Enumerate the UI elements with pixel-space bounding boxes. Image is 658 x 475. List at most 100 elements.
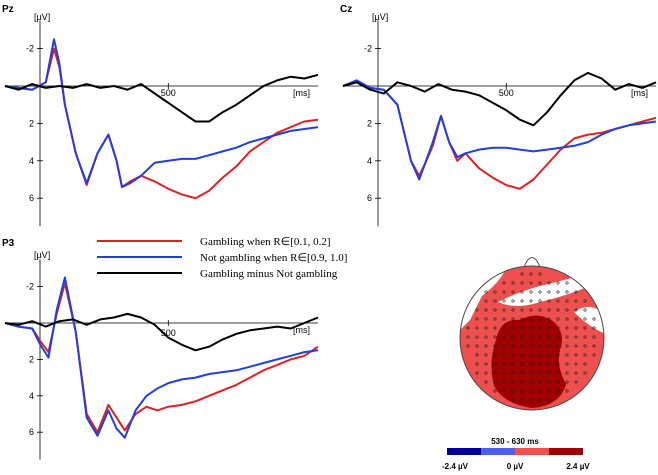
electrode-dot [484,335,488,339]
electrode-dot [565,362,569,366]
electrode-dot [493,299,497,303]
electrode-dot [547,353,551,357]
electrode-dot [556,371,560,375]
x-tick-label-pz: 500 [161,88,176,98]
electrode-dot [574,380,578,384]
electrode-dot [565,326,569,330]
electrode-dot [511,299,515,303]
y-tick-label-cz: 2 [367,118,372,128]
electrode-dot [592,353,596,357]
electrode-dot [529,371,533,375]
electrode-dot [520,290,524,294]
electrode-dot [574,371,578,375]
electrode-dot [538,290,542,294]
electrode-dot [511,398,515,402]
electrode-dot [574,326,578,330]
x-unit-pz: [ms] [293,88,310,98]
electrode-dot [511,335,515,339]
electrode-dot [484,326,488,330]
electrode-grid [466,272,596,402]
electrode-dot [484,290,488,294]
electrode-dot [475,344,479,348]
electrode-dot [538,389,542,393]
electrode-dot [493,308,497,312]
electrode-dot [574,299,578,303]
electrode-dot [565,299,569,303]
electrode-dot [529,290,533,294]
electrode-dot [529,308,533,312]
electrode-dot [583,317,587,321]
electrode-dot [547,281,551,285]
y-tick-label-cz: -2 [364,44,372,54]
colorbar-min-label: -2.4 µV [442,462,469,471]
electrode-dot [547,326,551,330]
electrode-dot [520,335,524,339]
electrode-dot [538,380,542,384]
series-gambling-pz [4,47,319,200]
electrode-dot [547,308,551,312]
plot-pz: [µV] -2 2 4 6 500 [ms] [4,12,319,227]
y-tick-label-cz: 6 [367,193,372,203]
electrode-dot [592,344,596,348]
electrode-dot [511,371,515,375]
electrode-dot [511,317,515,321]
electrode-dot [547,317,551,321]
electrode-dot [565,389,569,393]
topomap-neutral-right [574,306,604,334]
electrode-dot [520,272,524,276]
electrode-dot [502,326,506,330]
series-difference-pz [4,73,319,123]
electrode-dot [511,389,515,393]
electrode-dot [520,380,524,384]
y-tick-label-p3: 4 [29,391,34,401]
electrode-dot [520,371,524,375]
electrode-dot [475,308,479,312]
electrode-dot [520,308,524,312]
electrode-dot [556,299,560,303]
electrode-dot [583,353,587,357]
electrode-dot [511,362,515,366]
electrode-dot [547,398,551,402]
electrode-dot [520,353,524,357]
nose-icon [523,257,541,268]
electrode-dot [484,299,488,303]
electrode-dot [583,371,587,375]
electrode-dot [565,290,569,294]
electrode-dot [547,299,551,303]
series-not-gambling-cz [342,79,657,181]
electrode-dot [538,371,542,375]
electrode-dot [574,344,578,348]
y-unit-cz: [µV] [372,12,388,22]
electrode-dot [529,317,533,321]
x-unit-p3: [ms] [293,325,310,335]
panel-cz: Cz [µV] -2 2 4 6 500 [ms] [340,4,657,227]
series-not-gambling-pz [4,38,319,188]
electrode-dot [574,362,578,366]
electrode-dot [466,326,470,330]
y-unit-pz: [µV] [34,12,50,22]
electrode-dot [574,335,578,339]
electrode-dot [484,353,488,357]
panel-pz: Pz [µV] -2 2 4 6 500 [ms] [2,4,319,227]
channel-label-cz: Cz [340,4,352,15]
electrode-dot [556,326,560,330]
electrode-dot [565,371,569,375]
electrode-dot [502,290,506,294]
electrode-dot [538,398,542,402]
electrode-dot [529,335,533,339]
electrode-dot [556,290,560,294]
plot-cz: [µV] -2 2 4 6 500 [ms] [342,12,657,227]
electrode-dot [538,362,542,366]
electrode-dot [520,326,524,330]
electrode-dot [529,299,533,303]
electrode-dot [547,371,551,375]
electrode-dot [493,362,497,366]
electrode-dot [565,281,569,285]
electrode-dot [493,335,497,339]
electrode-dot [493,326,497,330]
series-not-gambling-p3 [4,276,319,439]
electrode-dot [502,335,506,339]
electrode-dot [529,326,533,330]
electrode-dot [484,317,488,321]
series-difference-p3 [4,312,319,352]
